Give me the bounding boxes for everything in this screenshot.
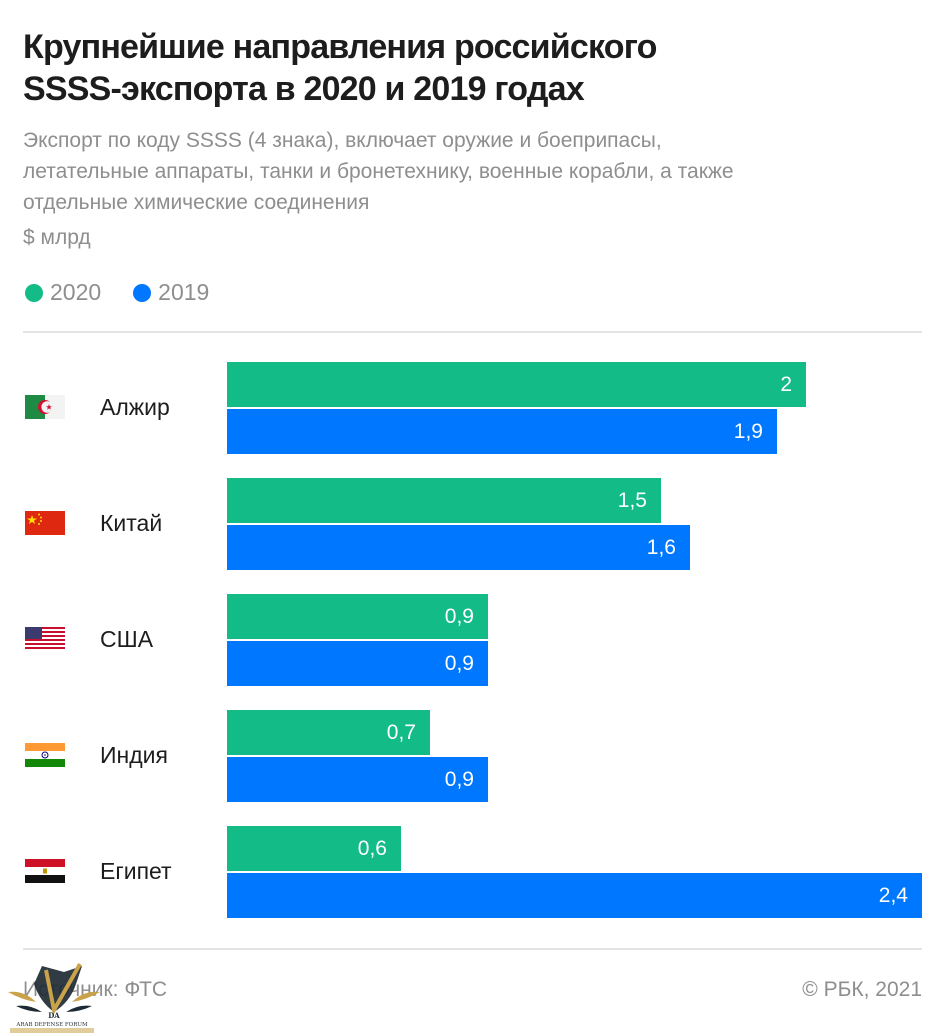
bar-2020: 2 <box>227 362 806 407</box>
svg-text:ARAB DEFENSE FORUM: ARAB DEFENSE FORUM <box>15 1022 88 1028</box>
legend-dot-2019 <box>133 283 152 302</box>
legend-label-2020: 2020 <box>50 279 102 305</box>
subtitle-line-2: летательные аппараты, танки и бронетехни… <box>23 160 734 183</box>
bar-2019: 0,9 <box>227 641 488 686</box>
arab-defense-forum-watermark-logo: DA ARAB DEFENSE FORUM <box>8 963 100 1033</box>
bar-2019: 1,9 <box>227 409 777 454</box>
bar-value-label: 1,9 <box>733 420 763 443</box>
category-label: Индия <box>100 742 168 768</box>
bar-value-label: 0,9 <box>444 605 474 628</box>
unit-label: $ млрд <box>23 226 91 249</box>
bar-value-label: 0,6 <box>357 837 387 860</box>
bar-2020: 0,7 <box>227 710 430 755</box>
bar-2020: 0,9 <box>227 594 488 639</box>
chart-title: Крупнейшие направления российского SSSS-… <box>23 26 923 110</box>
legend-item-2020: 2020 <box>25 279 101 306</box>
svg-text:DA: DA <box>48 1011 60 1020</box>
egypt-flag-icon <box>25 857 65 885</box>
bar-value-label: 1,6 <box>646 536 676 559</box>
bottom-divider <box>23 948 922 950</box>
bar-value-label: 2 <box>780 373 792 396</box>
top-divider <box>23 331 922 333</box>
bar-2020: 1,5 <box>227 478 661 523</box>
chart-subtitle: Экспорт по коду SSSS (4 знака), включает… <box>23 125 923 218</box>
legend-dot-2020 <box>25 283 43 302</box>
category-label: Египет <box>100 858 172 884</box>
bar-2019: 1,6 <box>227 525 690 570</box>
title-line-2: SSSS-экспорта в 2020 и 2019 годах <box>23 70 585 108</box>
legend: 2020 2019 <box>25 279 241 306</box>
category-label: Китай <box>100 510 163 536</box>
subtitle-line-3: отдельные химические соединения <box>23 191 370 214</box>
legend-label-2019: 2019 <box>158 279 210 305</box>
usa-flag-icon <box>25 625 65 653</box>
category-label: Алжир <box>100 394 170 420</box>
legend-item-2019: 2019 <box>133 279 209 306</box>
bar-value-label: 0,9 <box>444 768 474 791</box>
algeria-flag-icon <box>25 393 65 421</box>
bar-value-label: 2,4 <box>878 884 908 907</box>
copyright-label: © РБК, 2021 <box>802 978 922 1001</box>
category-label: США <box>100 626 154 652</box>
india-flag-icon <box>25 741 65 769</box>
title-line-1: Крупнейшие направления российского <box>23 28 657 66</box>
subtitle-line-1: Экспорт по коду SSSS (4 знака), включает… <box>23 129 662 152</box>
bar-2019: 0,9 <box>227 757 488 802</box>
china-flag-icon <box>25 509 65 537</box>
bar-2020: 0,6 <box>227 826 401 871</box>
bar-value-label: 1,5 <box>617 489 647 512</box>
bar-value-label: 0,7 <box>386 721 416 744</box>
bar-value-label: 0,9 <box>444 652 474 675</box>
bar-2019: 2,4 <box>227 873 922 918</box>
